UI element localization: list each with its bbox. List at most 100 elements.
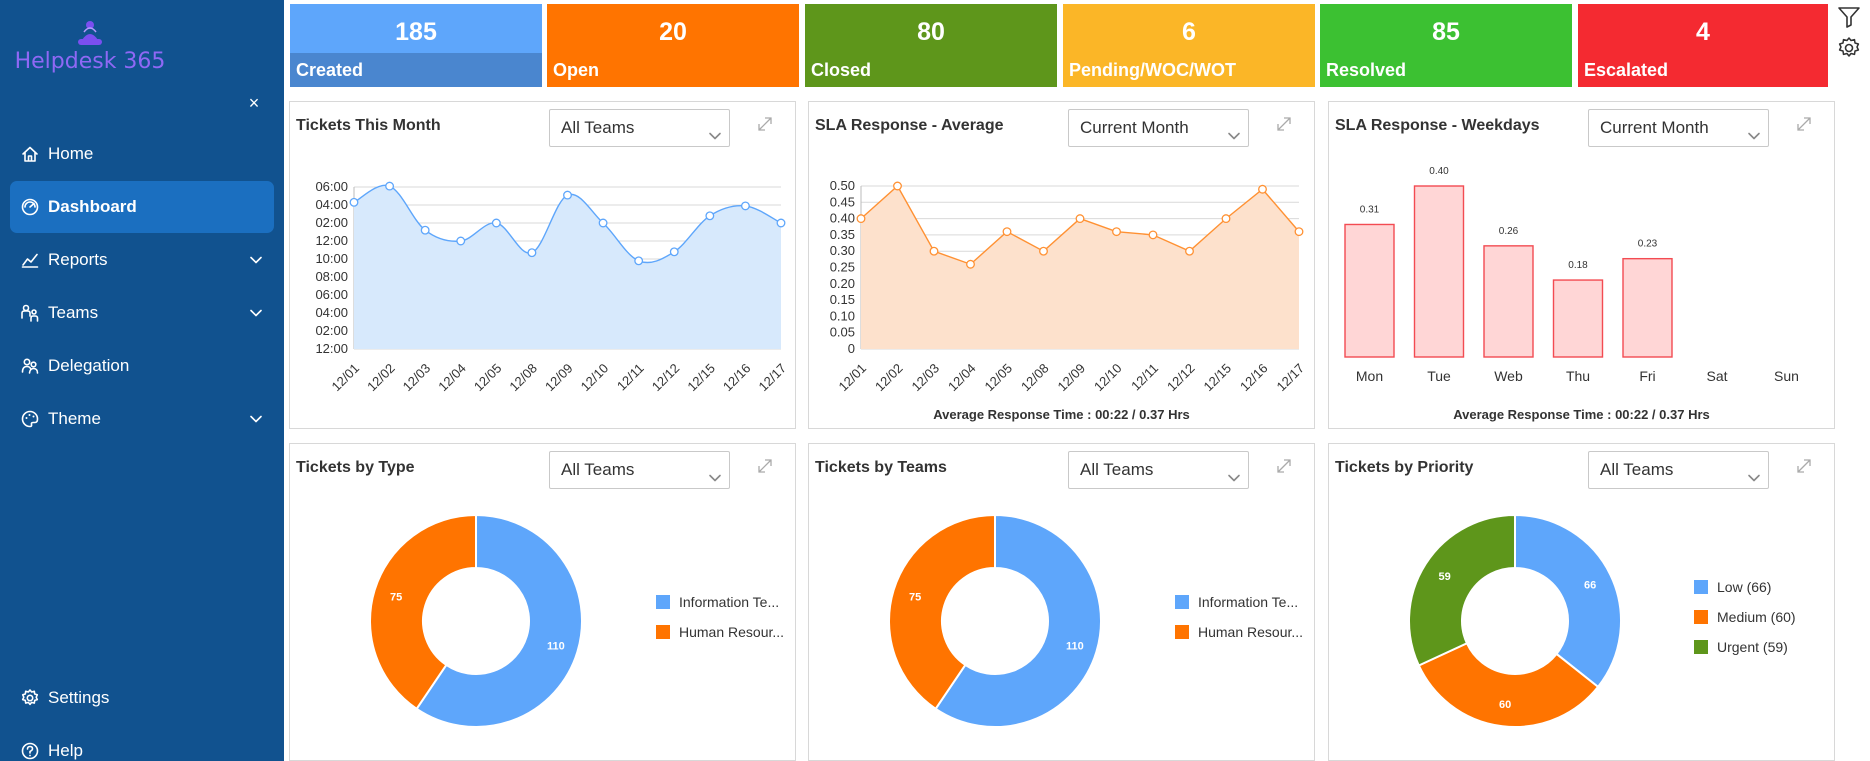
card-filter-dropdown[interactable]: Current Month xyxy=(1588,109,1769,147)
legend-item[interactable]: Human Resour... xyxy=(656,624,784,640)
pie-slice-low-66[interactable] xyxy=(1514,513,1622,689)
sidebar-item-dashboard[interactable]: Dashboard xyxy=(10,181,274,233)
data-point[interactable] xyxy=(420,225,430,235)
x-tick-label: Mon xyxy=(1356,368,1383,384)
data-point[interactable] xyxy=(705,211,715,221)
data-point[interactable] xyxy=(929,246,939,256)
expand-icon[interactable] xyxy=(1794,456,1814,476)
data-point[interactable] xyxy=(1002,227,1012,237)
data-point[interactable] xyxy=(1075,214,1085,224)
data-point[interactable] xyxy=(385,181,395,191)
chevron-down-icon xyxy=(1746,463,1760,482)
y-tick-label: 0 xyxy=(848,341,855,356)
data-point[interactable] xyxy=(349,197,359,207)
y-tick-label: 0.25 xyxy=(830,260,855,275)
data-point[interactable] xyxy=(1112,227,1121,237)
sidebar-item-label: Dashboard xyxy=(48,197,137,216)
expand-icon[interactable] xyxy=(1274,114,1294,134)
data-point[interactable] xyxy=(776,218,786,228)
card-filter-dropdown[interactable]: All Teams xyxy=(1588,451,1769,489)
legend-item[interactable]: Information Te... xyxy=(1175,594,1298,610)
legend-label: Urgent (59) xyxy=(1717,639,1788,655)
data-point[interactable] xyxy=(856,214,866,224)
chart-sla-response-weekdays: 0.31 Mon 0.40 Tue 0.26 Web 0.18 Thu 0.23 Fri Sat Su… xyxy=(1344,166,1799,384)
sidebar-item-reports[interactable]: Reports xyxy=(10,234,274,286)
legend-item[interactable]: Human Resour... xyxy=(1175,624,1303,640)
bar-fri[interactable] xyxy=(1622,257,1673,358)
card-footer-text: Average Response Time : 00:22 / 0.37 Hrs xyxy=(1453,407,1710,422)
bar-thu[interactable] xyxy=(1552,279,1604,358)
pie-slice-medium-60[interactable] xyxy=(1417,641,1600,728)
card-filter-dropdown[interactable]: All Teams xyxy=(549,451,730,489)
card-filter-dropdown[interactable]: All Teams xyxy=(549,109,730,147)
kpi-tile-open[interactable]: 20 Open xyxy=(547,4,799,87)
legend-label: Information Te... xyxy=(679,594,779,610)
legend-label: Information Te... xyxy=(1198,594,1298,610)
sidebar-item-delegation[interactable]: Delegation xyxy=(10,340,274,392)
gear-icon[interactable] xyxy=(1836,35,1862,61)
data-point[interactable] xyxy=(456,236,466,246)
card-filter-dropdown[interactable]: Current Month xyxy=(1068,109,1249,147)
sidebar-item-help[interactable]: Help xyxy=(10,725,274,761)
y-tick-label: 0.40 xyxy=(830,211,855,226)
data-point[interactable] xyxy=(563,190,572,200)
legend-item[interactable]: Urgent (59) xyxy=(1694,639,1788,655)
pie-slice-urgent-59[interactable] xyxy=(1408,513,1516,667)
data-point[interactable] xyxy=(527,248,537,258)
bar-value-label: 0.23 xyxy=(1638,239,1658,250)
pie-slice-human-resour[interactable] xyxy=(369,513,477,711)
bar-web[interactable] xyxy=(1483,245,1534,358)
bar-tue[interactable] xyxy=(1413,185,1465,358)
card-tickets-by-priority: 66 60 59 Low (66) Medium (60) Urgent (59) Tick… xyxy=(1328,443,1835,761)
x-tick-label: 12/04 xyxy=(945,361,979,395)
sidebar-item-home[interactable]: Home xyxy=(10,128,274,180)
sidebar-item-theme[interactable]: Theme xyxy=(10,393,274,445)
donut-chart: 110 75 Information Te... Human Resour... xyxy=(369,513,784,728)
kpi-tile-created[interactable]: 185 Created xyxy=(290,4,542,87)
kpi-tile-pending-woc-wot[interactable]: 6 Pending/WOC/WOT xyxy=(1063,4,1315,87)
data-point[interactable] xyxy=(491,218,501,228)
expand-icon[interactable] xyxy=(1794,114,1814,134)
x-tick-label: 12/08 xyxy=(1018,361,1052,395)
data-point[interactable] xyxy=(966,259,975,269)
data-point[interactable] xyxy=(1185,246,1194,256)
data-point[interactable] xyxy=(669,247,679,257)
filter-icon[interactable] xyxy=(1836,4,1862,30)
pie-slice-information-te[interactable] xyxy=(415,513,583,728)
pie-slice-human-resour[interactable] xyxy=(888,513,996,711)
data-point[interactable] xyxy=(1039,246,1048,256)
sidebar-item-settings[interactable]: Settings xyxy=(10,672,274,724)
data-point[interactable] xyxy=(1294,227,1304,237)
data-point[interactable] xyxy=(893,181,902,191)
x-tick-label: 12/03 xyxy=(400,361,434,395)
data-point[interactable] xyxy=(634,256,644,266)
bar-mon[interactable] xyxy=(1344,223,1395,358)
kpi-tile-closed[interactable]: 80 Closed xyxy=(805,4,1057,87)
plot-area: 0.500.45 0.400.350.30 0.250.200.150.10 0.05… xyxy=(830,178,1307,394)
expand-icon[interactable] xyxy=(755,114,775,134)
kpi-tile-resolved[interactable]: 85 Resolved xyxy=(1320,4,1572,87)
x-tick-label: 12/08 xyxy=(506,361,540,395)
kpi-tile-escalated[interactable]: 4 Escalated xyxy=(1578,4,1828,87)
sidebar-item-teams[interactable]: Teams xyxy=(10,287,274,339)
data-point[interactable] xyxy=(598,218,608,228)
close-sidebar-button[interactable]: × xyxy=(248,93,260,113)
sidebar-nav: Home Dashboard Reports Teams Delegation Theme xyxy=(10,128,274,446)
data-point[interactable] xyxy=(1148,230,1158,240)
card-filter-dropdown[interactable]: All Teams xyxy=(1068,451,1249,489)
app-logo[interactable]: Helpdesk 365 xyxy=(0,18,180,74)
y-tick-label: 0.10 xyxy=(830,308,855,323)
expand-icon[interactable] xyxy=(1274,456,1294,476)
kpi-label: Escalated xyxy=(1578,53,1828,87)
legend-item[interactable]: Information Te... xyxy=(656,594,779,610)
legend-label: Low (66) xyxy=(1717,579,1771,595)
legend-swatch xyxy=(656,595,670,609)
data-point[interactable] xyxy=(740,201,750,211)
legend-item[interactable]: Medium (60) xyxy=(1694,609,1796,625)
data-point[interactable] xyxy=(1258,184,1267,194)
expand-icon[interactable] xyxy=(755,456,775,476)
data-point[interactable] xyxy=(1221,214,1231,224)
pie-slice-information-te[interactable] xyxy=(934,513,1102,728)
chart-tickets-by-teams: 110 75 Information Te... Human Resour... xyxy=(888,513,1303,728)
legend-item[interactable]: Low (66) xyxy=(1694,579,1771,595)
